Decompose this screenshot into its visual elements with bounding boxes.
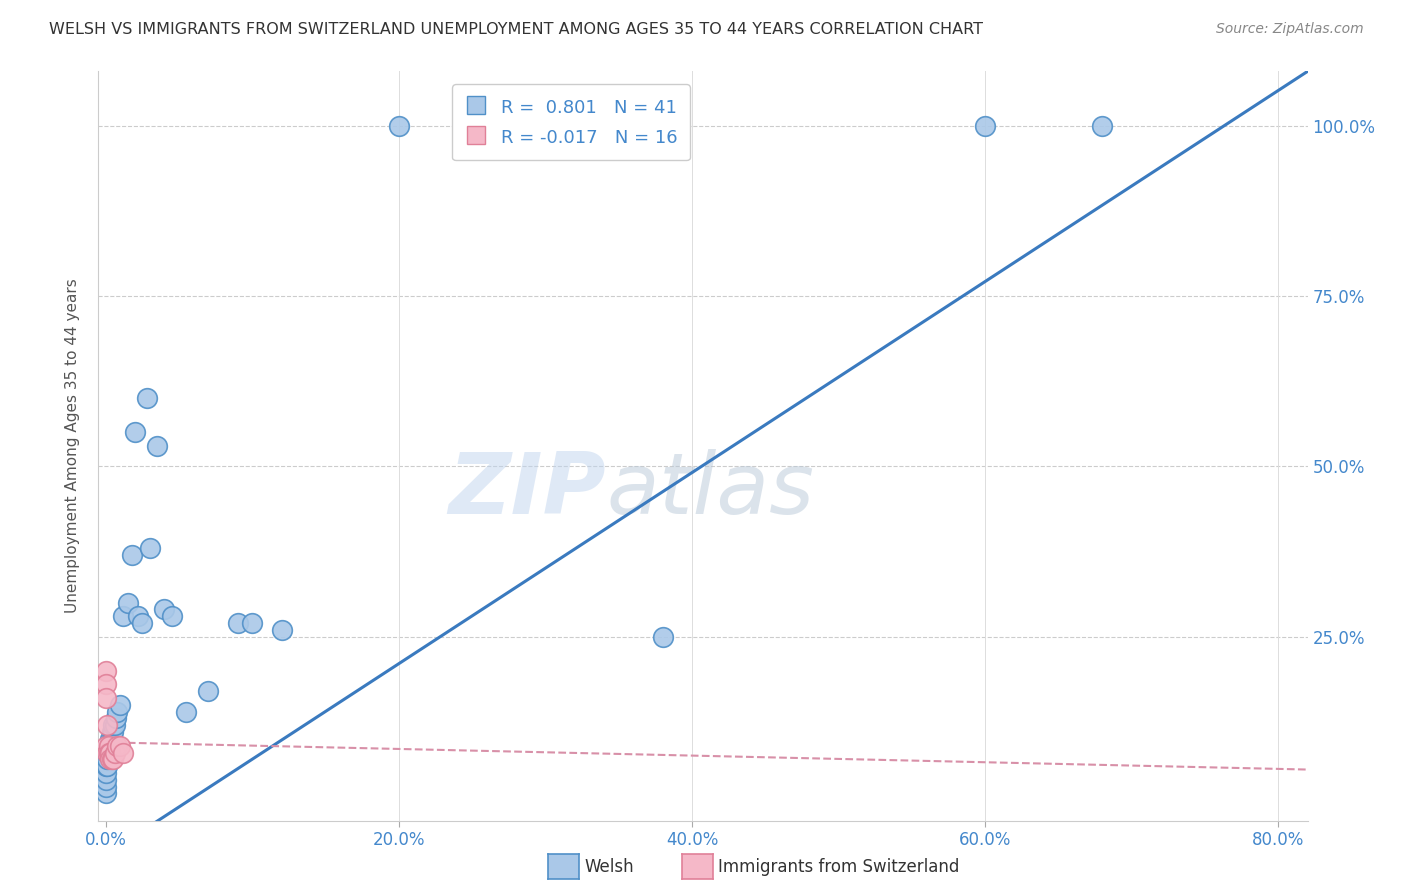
Point xyxy=(94,739,117,753)
Text: atlas: atlas xyxy=(606,450,814,533)
Point xyxy=(461,119,484,133)
Point xyxy=(94,786,117,800)
Point xyxy=(98,752,121,766)
Point xyxy=(101,725,124,739)
Point xyxy=(270,623,292,637)
Y-axis label: Unemployment Among Ages 35 to 44 years: Unemployment Among Ages 35 to 44 years xyxy=(65,278,80,614)
Point xyxy=(94,780,117,794)
Point xyxy=(138,541,160,556)
Point xyxy=(131,616,153,631)
Point xyxy=(101,718,124,732)
Text: Immigrants from Switzerland: Immigrants from Switzerland xyxy=(718,858,960,876)
Point xyxy=(117,596,139,610)
Point xyxy=(110,739,132,753)
Point xyxy=(110,698,132,712)
Point xyxy=(98,746,121,760)
Point xyxy=(388,119,411,133)
Point xyxy=(100,731,122,746)
Point xyxy=(651,630,673,644)
Point xyxy=(100,752,122,766)
Point xyxy=(94,677,117,691)
Text: ZIP: ZIP xyxy=(449,450,606,533)
Text: Welsh: Welsh xyxy=(585,858,634,876)
Point xyxy=(107,705,129,719)
Point xyxy=(98,739,121,753)
Point xyxy=(97,746,120,760)
Point xyxy=(974,119,997,133)
Point xyxy=(94,759,117,773)
Point xyxy=(96,746,118,760)
Point xyxy=(112,609,135,624)
Point xyxy=(124,425,146,440)
Point xyxy=(153,602,176,616)
Point xyxy=(94,766,117,780)
Text: WELSH VS IMMIGRANTS FROM SWITZERLAND UNEMPLOYMENT AMONG AGES 35 TO 44 YEARS CORR: WELSH VS IMMIGRANTS FROM SWITZERLAND UNE… xyxy=(49,22,983,37)
Point xyxy=(97,746,120,760)
Point xyxy=(176,705,198,719)
Point xyxy=(197,684,219,698)
Point xyxy=(96,752,118,766)
Point xyxy=(100,725,122,739)
Point xyxy=(160,609,183,624)
Point xyxy=(96,718,118,732)
Point xyxy=(94,691,117,706)
Point xyxy=(107,739,129,753)
Point xyxy=(94,772,117,787)
Legend: R =  0.801   N = 41, R = -0.017   N = 16: R = 0.801 N = 41, R = -0.017 N = 16 xyxy=(453,84,690,161)
Point xyxy=(98,731,121,746)
Point xyxy=(96,746,118,760)
Point xyxy=(97,739,120,753)
Point xyxy=(226,616,249,631)
Point xyxy=(96,759,118,773)
Point xyxy=(135,392,157,406)
Point xyxy=(146,439,169,453)
Point xyxy=(101,752,124,766)
Point xyxy=(103,718,125,732)
Point xyxy=(112,746,135,760)
Point xyxy=(94,664,117,678)
Point xyxy=(121,548,143,562)
Point xyxy=(127,609,149,624)
Point xyxy=(240,616,263,631)
Point xyxy=(105,711,128,725)
Point xyxy=(103,746,125,760)
Point xyxy=(97,739,120,753)
Point xyxy=(1091,119,1114,133)
Text: Source: ZipAtlas.com: Source: ZipAtlas.com xyxy=(1216,22,1364,37)
